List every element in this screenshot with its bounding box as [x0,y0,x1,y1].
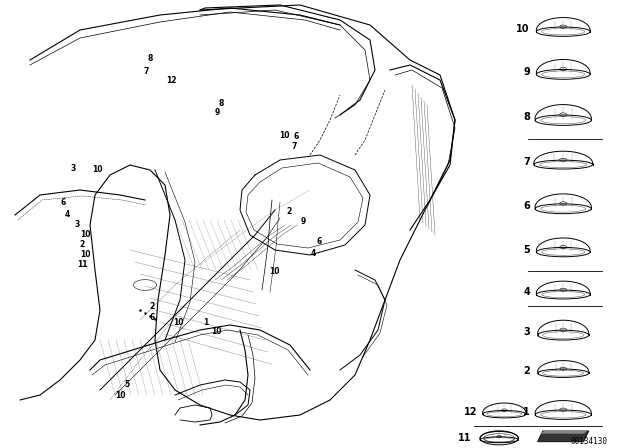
Text: 4: 4 [311,249,316,258]
Text: 1: 1 [204,318,209,327]
Text: 3: 3 [523,327,530,337]
Text: 9: 9 [301,217,306,226]
Text: 9: 9 [523,67,530,77]
Text: 10: 10 [115,391,125,400]
Text: 7: 7 [523,157,530,167]
Text: 00134130: 00134130 [570,437,607,446]
Text: 11: 11 [77,260,87,269]
Text: 10: 10 [211,327,221,336]
Text: 3: 3 [71,164,76,172]
Text: 5: 5 [124,380,129,389]
Text: 8: 8 [218,99,223,108]
Text: 6: 6 [523,201,530,211]
Polygon shape [538,431,589,442]
Text: 6: 6 [150,313,155,322]
Text: 5: 5 [523,245,530,254]
Text: 10: 10 [80,250,90,259]
Text: 2: 2 [79,240,84,249]
Text: 10: 10 [516,24,530,34]
Text: 8: 8 [148,54,153,63]
Text: 4: 4 [523,287,530,297]
Text: 10: 10 [280,131,290,140]
Text: 10: 10 [173,318,183,327]
Text: 7: 7 [143,67,148,76]
Text: 10: 10 [80,230,90,239]
Text: 12: 12 [166,76,177,85]
Text: 6: 6 [60,198,65,207]
Text: 11: 11 [458,433,472,443]
Text: 9: 9 [215,108,220,117]
Text: 8: 8 [523,112,530,122]
Text: 2: 2 [150,302,155,311]
Text: 6: 6 [293,132,298,141]
Text: 2: 2 [287,207,292,216]
Text: 10: 10 [269,267,279,276]
Text: 12: 12 [464,407,477,417]
Text: 10: 10 [92,165,102,174]
Polygon shape [540,431,588,434]
Text: 3: 3 [74,220,79,228]
Text: 2: 2 [523,366,530,376]
Text: 7: 7 [292,142,297,151]
Text: 4: 4 [65,210,70,219]
Text: 6: 6 [316,237,321,246]
Text: 1: 1 [523,407,530,417]
